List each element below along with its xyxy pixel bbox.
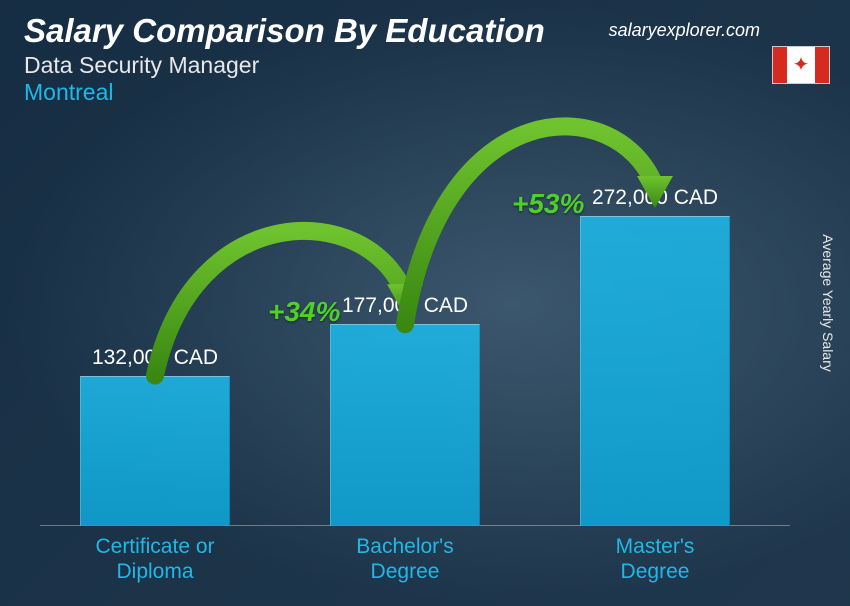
job-title: Data Security Manager — [24, 52, 826, 79]
location: Montreal — [24, 79, 826, 106]
bar — [330, 324, 480, 526]
bar-value: 272,000 CAD — [555, 186, 755, 210]
bar — [580, 216, 730, 526]
bar — [80, 376, 230, 526]
watermark: salaryexplorer.com — [609, 20, 760, 41]
bar-label: Master'sDegree — [555, 534, 755, 584]
bar-chart: 132,000 CADCertificate orDiploma177,000 … — [0, 106, 850, 606]
percent-increase: +34% — [268, 296, 340, 328]
bar-label: Bachelor'sDegree — [305, 534, 505, 584]
bar-label: Certificate orDiploma — [55, 534, 255, 584]
bar-value: 132,000 CAD — [55, 346, 255, 370]
percent-increase: +53% — [512, 188, 584, 220]
flag-canada-icon: ✦ — [772, 46, 830, 84]
